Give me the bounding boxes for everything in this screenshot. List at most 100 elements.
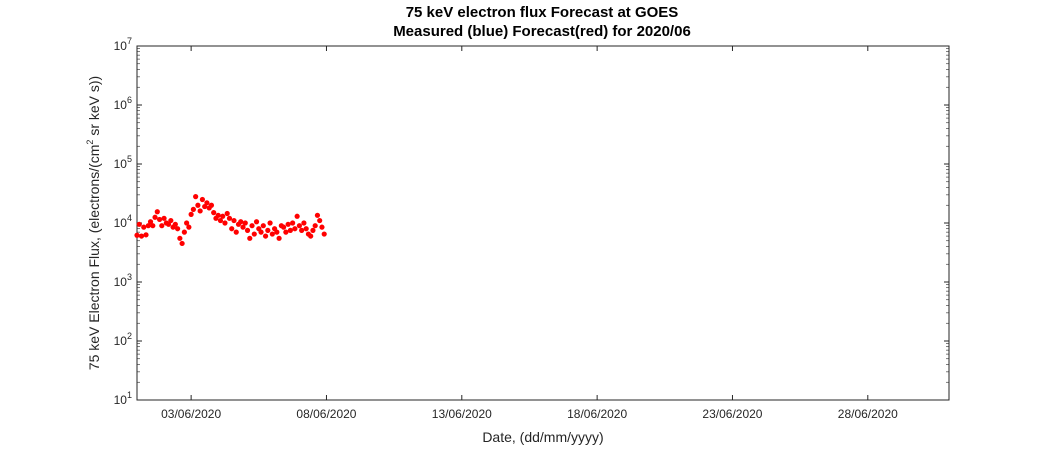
y-tick-label: 101 [114,390,132,407]
data-point [303,226,309,232]
y-tick-base: 10 [114,157,128,171]
data-point [319,224,325,230]
data-point [208,202,215,208]
data-point [199,196,206,203]
data-point [321,231,327,237]
data-point [188,211,194,217]
data-point [242,220,248,226]
data-point [138,233,145,239]
y-tick-base: 10 [114,39,128,53]
data-point [253,219,260,225]
y-tick-base: 10 [114,98,128,112]
data-point [165,221,172,227]
data-point [152,214,158,220]
data-point [175,226,181,232]
data-point [308,233,314,239]
data-point [299,227,305,233]
data-point [159,223,165,229]
y-tick-label: 103 [114,272,132,289]
y-tick-label: 107 [114,36,132,53]
data-point [317,217,323,224]
y-tick-label: 102 [114,331,132,348]
data-point [154,209,160,215]
data-point [190,206,196,212]
data-point [217,217,224,224]
data-point [202,203,208,210]
data-point [260,223,266,229]
chart-title: 75 keV electron flux Forecast at GOES [406,4,679,21]
y-tick-exponent: 3 [127,272,132,282]
x-tick-label: 18/06/2020 [567,407,627,421]
x-tick-label: 03/06/2020 [161,407,221,421]
data-point [238,219,244,225]
y-axis-label-suffix: sr keV s)) [86,76,102,140]
data-point [224,210,230,217]
data-point [233,229,239,235]
data-points [134,194,327,247]
data-point [177,235,183,241]
data-point [231,217,237,224]
y-tick-exponent: 1 [127,390,132,400]
data-point [262,233,269,239]
data-point [258,229,264,235]
data-point [296,223,302,229]
data-point [220,213,226,219]
data-point [267,220,273,226]
data-point [290,220,296,226]
data-point [193,194,199,200]
data-point [312,223,318,229]
x-tick-label: 23/06/2020 [702,407,762,421]
y-axis-label-prefix: 75 keV Electron Flux, (electrons/(cm [86,145,102,371]
data-point [226,215,233,221]
chart-subtitle: Measured (blue) Forecast(red) for 2020/0… [393,23,691,40]
data-point [179,240,185,247]
data-point [283,229,289,235]
data-point [314,212,321,218]
data-point [156,216,163,223]
x-axis-label: Date, (dd/mm/yyyy) [482,429,603,445]
y-tick-label: 106 [114,95,132,112]
data-point [222,220,228,226]
x-tick-label: 28/06/2020 [838,407,898,421]
y-axis-label-sup: 2 [85,140,95,145]
data-point [215,212,221,218]
data-point [186,224,192,230]
y-tick-label: 105 [114,154,132,171]
data-point [141,224,147,230]
data-point [287,227,293,233]
y-tick-exponent: 7 [127,36,132,46]
data-point [294,213,300,219]
data-point [181,229,187,235]
y-tick-base: 10 [114,393,128,407]
x-axis: 03/06/2020 08/06/2020 13/06/2020 18/06/2020… [161,46,898,421]
data-point [211,210,217,216]
data-point [145,223,151,229]
data-point [195,202,201,208]
data-point [168,217,174,224]
data-point [265,227,271,233]
data-point [269,231,275,237]
data-point [292,226,298,232]
data-point [301,220,307,226]
data-point [161,215,167,221]
y-tick-base: 10 [114,334,128,348]
data-point [147,219,154,225]
y-tick-label: 104 [114,213,132,230]
data-point [274,229,280,235]
y-tick-base: 10 [114,275,128,289]
data-point [285,221,291,227]
y-tick-exponent: 6 [127,95,132,105]
data-point [143,232,149,238]
data-point [150,223,156,229]
y-tick-exponent: 4 [127,213,132,223]
data-point [249,223,255,229]
data-point [136,221,142,227]
data-point [310,227,316,233]
data-point [251,231,257,237]
y-tick-exponent: 5 [127,154,132,164]
data-point [276,235,282,241]
x-tick-label: 13/06/2020 [432,407,492,421]
x-tick-label: 08/06/2020 [296,407,356,421]
